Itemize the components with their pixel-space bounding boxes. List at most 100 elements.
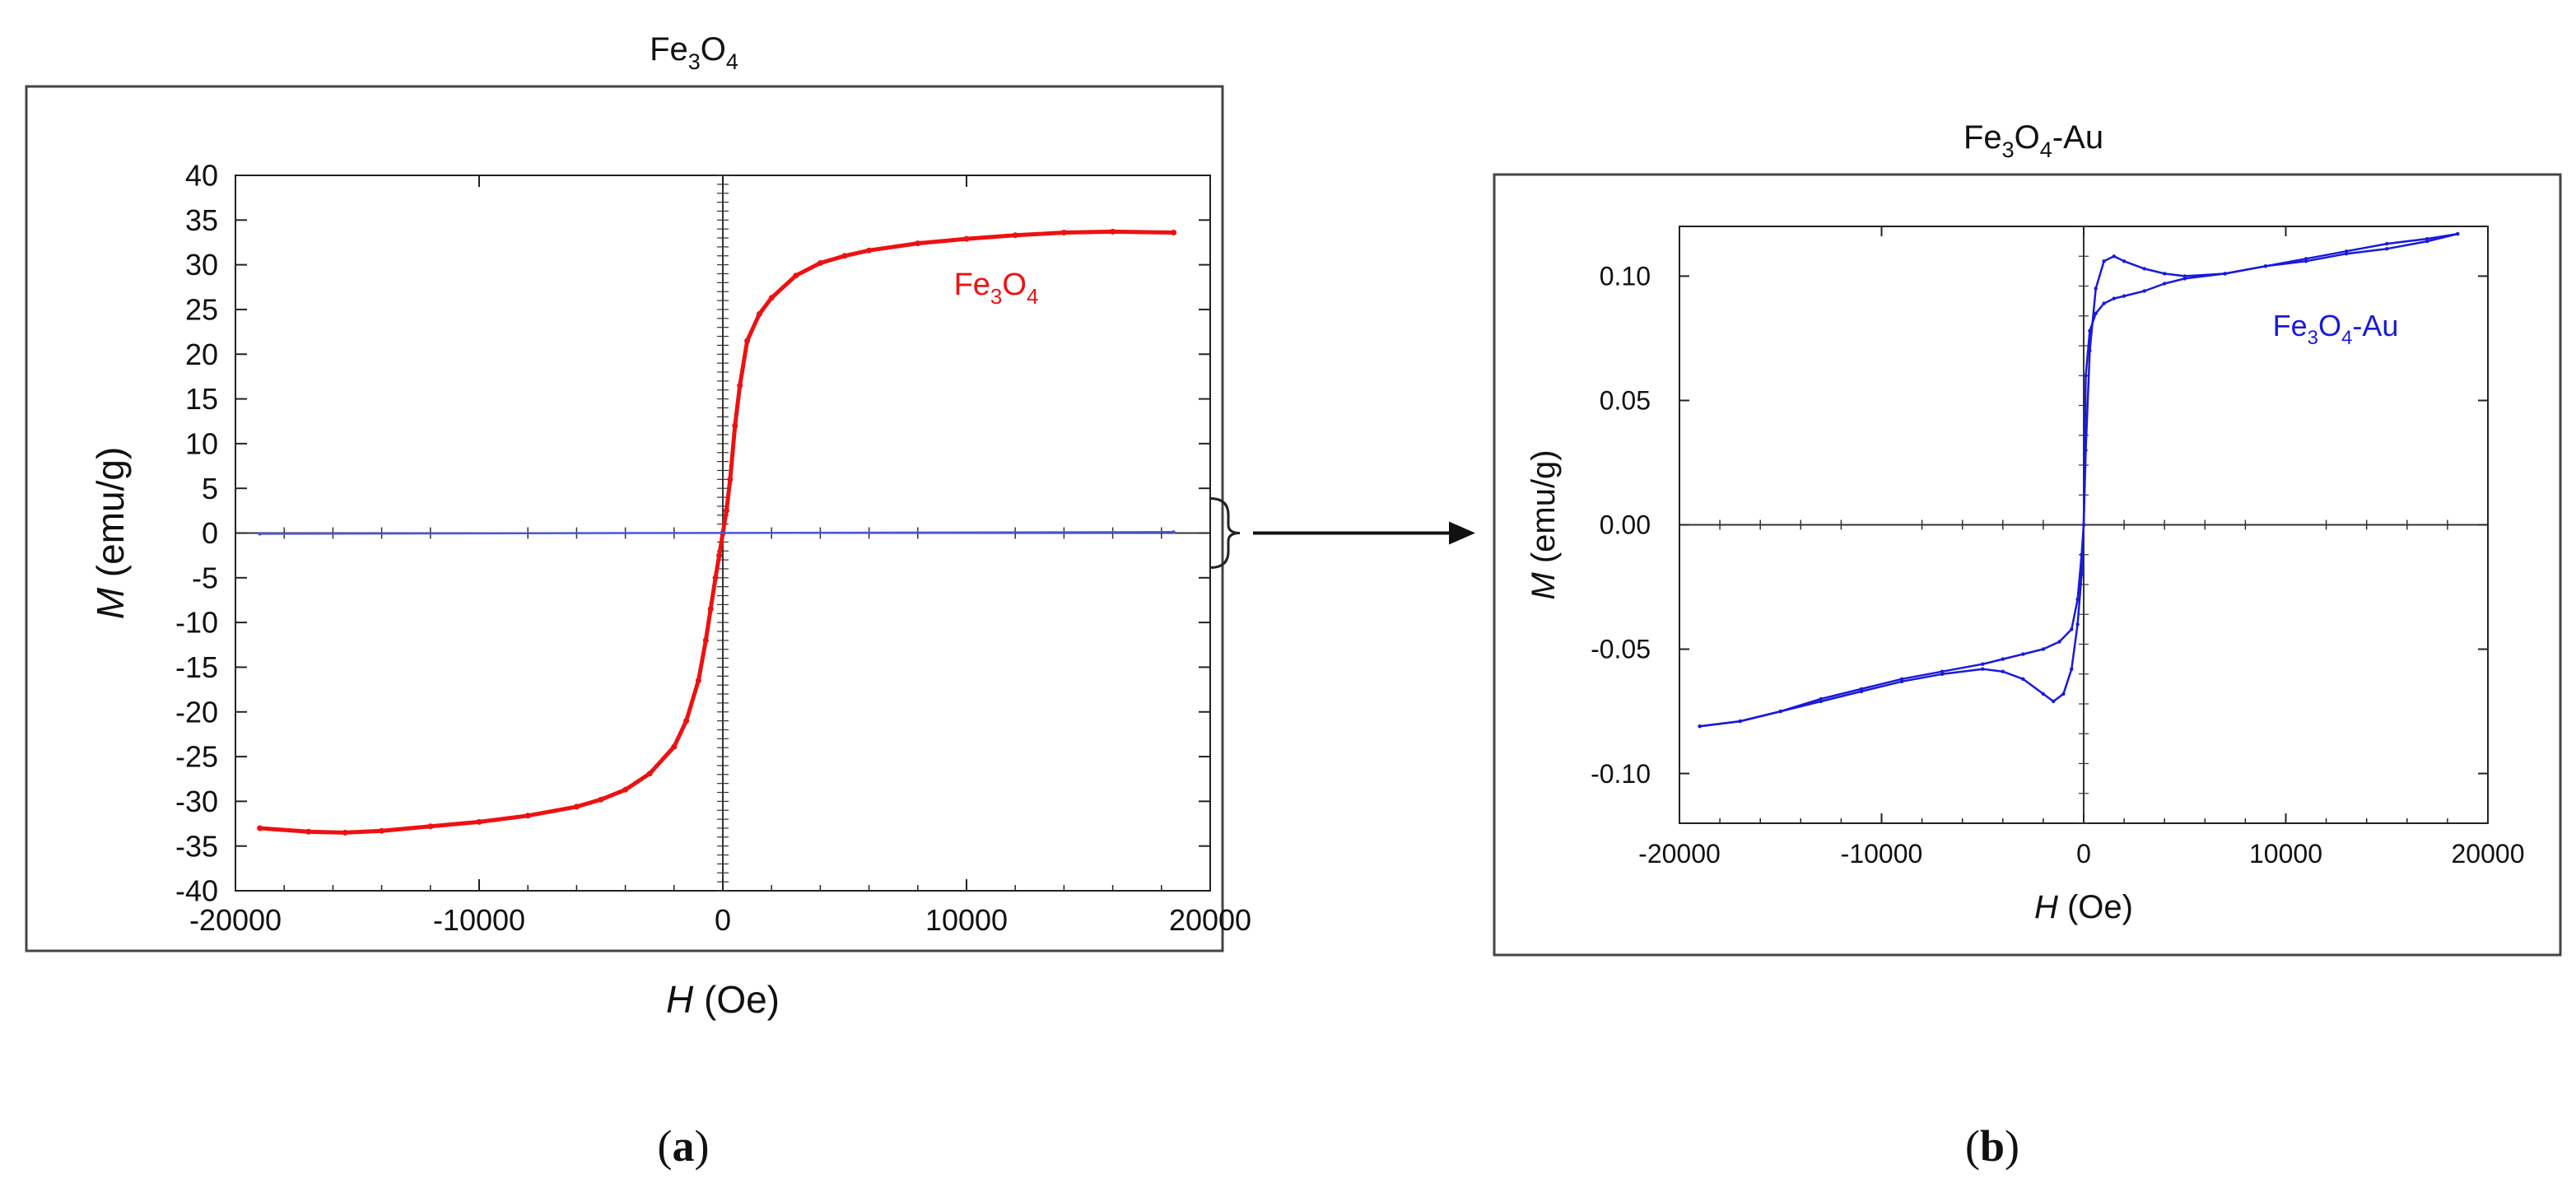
data-point: [342, 829, 348, 836]
chart-title: Fe3O4: [650, 31, 738, 74]
chart-title: Fe3O4-Au: [1963, 119, 2103, 162]
data-point: [963, 235, 970, 242]
data-point: [476, 818, 482, 825]
data-point: [1060, 230, 1067, 235]
data-point: [1110, 228, 1116, 235]
y-tick-label: 0.10: [1600, 262, 1651, 291]
data-point: [2081, 523, 2086, 527]
y-tick-label: -5: [192, 561, 218, 594]
x-tick-label: -20000: [189, 903, 282, 937]
y-tick-label: -40: [175, 874, 218, 908]
series-line-2: [1698, 232, 2459, 728]
curly-brace: [1209, 497, 1241, 569]
data-point: [2142, 267, 2146, 271]
data-point: [1981, 667, 1985, 671]
data-point: [737, 382, 743, 389]
y-tick-label: -15: [175, 650, 218, 684]
y-tick-label: 0: [202, 516, 218, 550]
x-tick-label: 20000: [1169, 903, 1251, 937]
x-tick-label: 10000: [925, 903, 1008, 937]
data-point: [793, 272, 799, 279]
panel-frame: [1493, 173, 2562, 957]
data-point: [1981, 662, 1985, 666]
data-point: [817, 260, 823, 266]
data-point: [707, 606, 714, 612]
data-point: [723, 507, 729, 514]
data-point: [2163, 272, 2167, 276]
y-tick-label: -30: [175, 785, 218, 818]
y-tick-label: 30: [185, 248, 218, 282]
data-point: [2102, 259, 2106, 263]
legend-label: Fe3O4-Au: [2273, 309, 2399, 349]
data-point: [257, 825, 263, 831]
series-line-1: [258, 229, 1176, 835]
data-point: [2345, 249, 2349, 254]
y-tick-label: 0.00: [1600, 510, 1651, 540]
x-tick-label: -20000: [1638, 839, 1721, 869]
data-point: [695, 678, 701, 684]
data-point: [1698, 724, 1702, 729]
data-point: [2263, 264, 2268, 268]
data-point: [2122, 259, 2126, 263]
data-point: [2223, 272, 2227, 276]
arrow-head: [1449, 521, 1475, 545]
x-axis-label: H (Oe): [2034, 889, 2133, 925]
x-tick-label: -10000: [433, 903, 525, 937]
data-point: [1940, 669, 1945, 673]
data-point: [1778, 709, 1782, 714]
data-point: [671, 743, 678, 750]
data-point: [305, 828, 312, 835]
y-tick-label: -35: [175, 829, 218, 863]
data-point: [2112, 296, 2116, 300]
data-point: [2041, 647, 2046, 651]
data-point: [2021, 652, 2025, 656]
data-point: [1819, 699, 1823, 704]
data-point: [2088, 328, 2092, 333]
data-point: [258, 532, 262, 536]
data-point: [702, 637, 709, 644]
data-point: [2001, 669, 2005, 673]
data-point: [2142, 289, 2146, 293]
data-point: [1738, 719, 1742, 724]
data-point: [866, 247, 873, 254]
data-point: [712, 575, 719, 581]
data-point: [2070, 627, 2074, 631]
y-tick-label: -25: [175, 740, 218, 774]
legend-label: Fe3O4: [954, 268, 1039, 309]
data-point: [2122, 294, 2126, 298]
x-tick-label: -10000: [1841, 839, 1923, 869]
data-point: [2425, 236, 2429, 241]
panel-a-caption: (a): [658, 1121, 710, 1171]
x-tick-label: 0: [715, 903, 731, 937]
data-point: [727, 476, 734, 482]
panel-b: Fe3O4-Au -20000 -10000 0 10000 20000 -0.10 -0.0…: [1493, 119, 2562, 957]
data-point: [915, 240, 921, 247]
data-point: [744, 338, 751, 344]
data-point: [598, 796, 604, 803]
data-point: [2041, 692, 2046, 696]
data-point: [1172, 530, 1176, 534]
y-axis-label: M (emu/g): [89, 447, 132, 620]
data-point: [2021, 677, 2025, 681]
y-tick-label: 15: [185, 382, 218, 416]
data-point: [2001, 657, 2005, 661]
data-point: [2182, 277, 2187, 281]
data-point: [756, 310, 762, 317]
data-point: [2163, 282, 2167, 286]
data-point: [427, 823, 434, 830]
zoom-connector: [1209, 497, 1475, 569]
data-point: [2112, 254, 2116, 258]
data-point: [2070, 667, 2074, 671]
data-point: [2075, 597, 2080, 602]
data-point: [2385, 247, 2389, 251]
data-point: [732, 422, 738, 429]
panel-frame: [25, 85, 1224, 952]
data-point: [622, 786, 629, 793]
data-point: [2080, 572, 2084, 577]
y-tick-label: -20: [175, 695, 218, 729]
x-tick-label: 0: [2076, 839, 2091, 869]
data-point: [2061, 692, 2066, 696]
y-tick-label: -10: [175, 606, 218, 640]
data-point: [2094, 286, 2098, 291]
data-point: [683, 718, 690, 724]
